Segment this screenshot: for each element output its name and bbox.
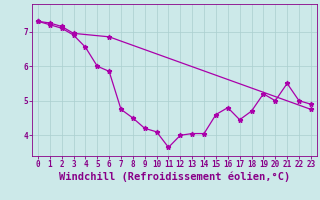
X-axis label: Windchill (Refroidissement éolien,°C): Windchill (Refroidissement éolien,°C) <box>59 172 290 182</box>
